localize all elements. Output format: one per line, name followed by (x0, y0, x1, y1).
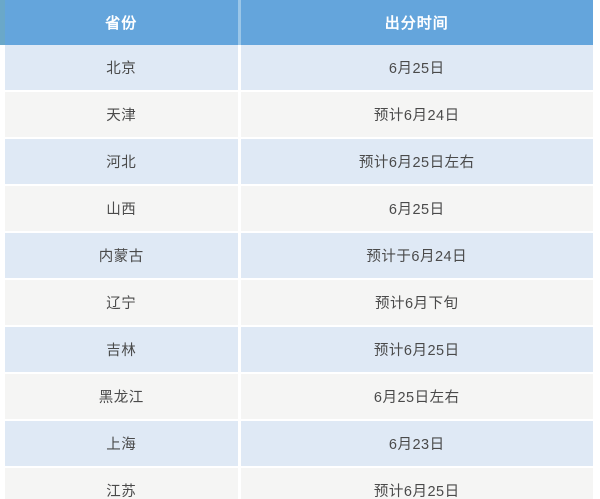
cell-time: 预计6月下旬 (239, 279, 593, 327)
table-row: 江苏 预计6月25日 (5, 467, 593, 499)
table-header-row: 省份 出分时间 (5, 0, 593, 45)
table-row: 山西 6月25日 (5, 185, 593, 233)
cell-time: 6月25日左右 (239, 373, 593, 421)
cell-time: 预计6月24日 (239, 91, 593, 139)
left-edge-body-margin (0, 45, 5, 499)
cell-province: 山西 (5, 185, 241, 233)
table-row: 北京 6月25日 (5, 45, 593, 92)
left-edge-accent (0, 0, 5, 45)
cell-time: 6月25日 (239, 45, 593, 92)
table-row: 辽宁 预计6月下旬 (5, 279, 593, 327)
table-header: 省份 出分时间 (5, 0, 593, 45)
cell-province: 河北 (5, 138, 241, 186)
cell-time: 6月23日 (239, 420, 593, 468)
table-row: 天津 预计6月24日 (5, 91, 593, 139)
cell-province: 内蒙古 (5, 232, 241, 280)
cell-province: 北京 (5, 45, 241, 92)
cell-province: 江苏 (5, 467, 241, 499)
table-row: 吉林 预计6月25日 (5, 326, 593, 374)
cell-province: 吉林 (5, 326, 241, 374)
cell-province: 上海 (5, 420, 241, 468)
cell-province: 辽宁 (5, 279, 241, 327)
table-row: 上海 6月23日 (5, 420, 593, 468)
cell-time: 预计6月25日 (239, 467, 593, 499)
exam-score-release-table: 省份 出分时间 北京 6月25日 天津 预计6月24日 河北 预计6月25日左右… (5, 0, 593, 499)
cell-time: 预计6月25日左右 (239, 138, 593, 186)
table-row: 内蒙古 预计于6月24日 (5, 232, 593, 280)
table-body: 北京 6月25日 天津 预计6月24日 河北 预计6月25日左右 山西 6月25… (5, 45, 593, 499)
cell-time: 预计于6月24日 (239, 232, 593, 280)
cell-time: 预计6月25日 (239, 326, 593, 374)
table-row: 河北 预计6月25日左右 (5, 138, 593, 186)
right-edge-margin (593, 0, 600, 499)
cell-province: 天津 (5, 91, 241, 139)
column-header-province: 省份 (5, 0, 241, 45)
cell-time: 6月25日 (239, 185, 593, 233)
column-header-time: 出分时间 (239, 0, 593, 45)
cell-province: 黑龙江 (5, 373, 241, 421)
table-row: 黑龙江 6月25日左右 (5, 373, 593, 421)
